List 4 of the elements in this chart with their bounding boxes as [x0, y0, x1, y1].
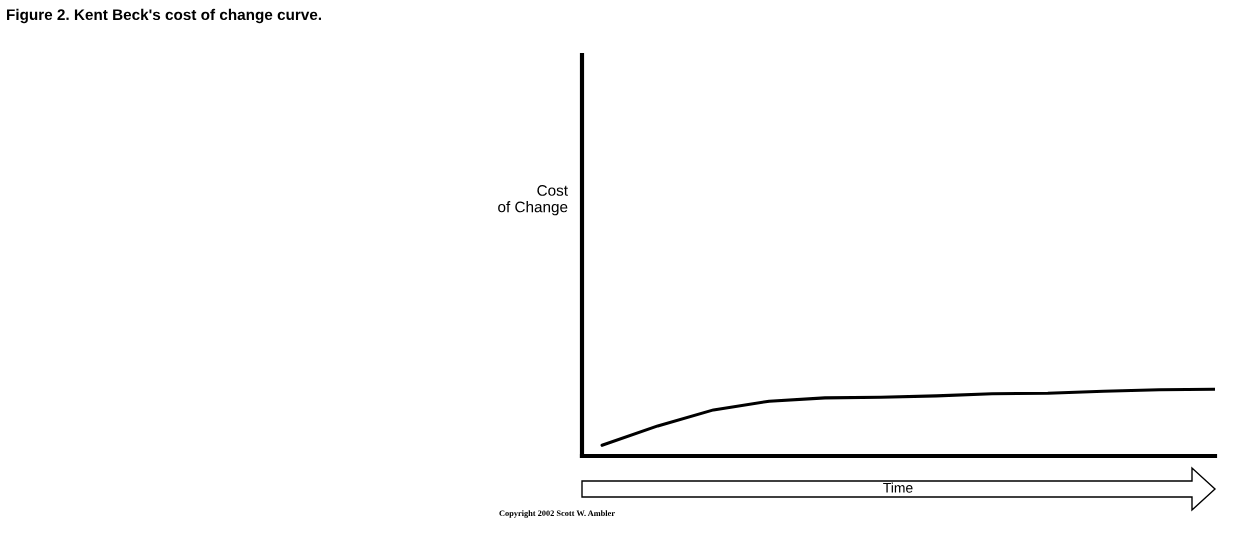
text: Figure 2. Kent Beck's cost of change curve. [7, 8, 322, 24]
text: Copyright 2002 Scott W. Ambler [499, 510, 615, 518]
text: Cost of Change [498, 185, 568, 216]
x-axis-title: Time [883, 482, 913, 493]
